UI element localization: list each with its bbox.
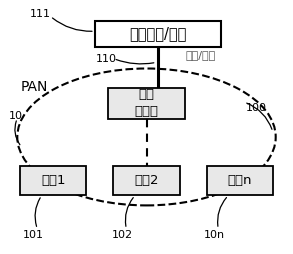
Text: 终竭n: 终竭n xyxy=(228,174,252,187)
Text: 10: 10 xyxy=(9,111,23,121)
Text: 终端2: 终端2 xyxy=(134,174,159,187)
FancyBboxPatch shape xyxy=(95,21,221,47)
Text: 上层网络/系统: 上层网络/系统 xyxy=(129,26,187,41)
FancyBboxPatch shape xyxy=(207,166,273,196)
Text: 111: 111 xyxy=(30,9,51,19)
FancyBboxPatch shape xyxy=(113,166,180,196)
Text: 100: 100 xyxy=(246,103,267,113)
Text: 101: 101 xyxy=(23,230,44,240)
FancyBboxPatch shape xyxy=(108,88,185,119)
Text: 终端1: 终端1 xyxy=(41,174,65,187)
Text: PAN: PAN xyxy=(20,80,47,94)
FancyBboxPatch shape xyxy=(20,166,86,196)
Text: 102: 102 xyxy=(112,230,133,240)
Text: 有线/无线: 有线/无线 xyxy=(185,50,216,60)
Text: 110: 110 xyxy=(96,54,117,64)
Text: 中心
协调器: 中心 协调器 xyxy=(134,88,159,118)
Text: 10n: 10n xyxy=(203,230,224,240)
